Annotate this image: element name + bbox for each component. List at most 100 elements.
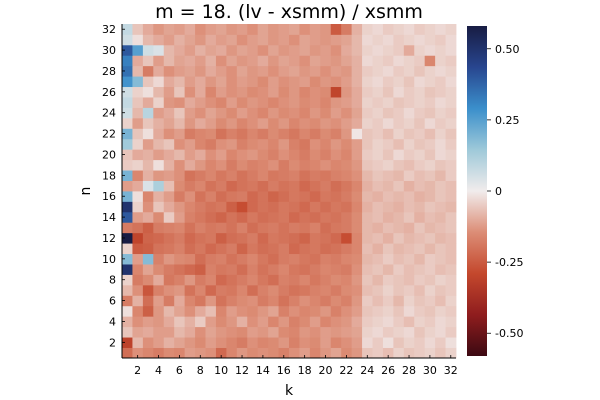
- heatmap-cell: [289, 243, 300, 255]
- heatmap-cell: [142, 76, 154, 88]
- heatmap-cell: [309, 337, 321, 348]
- heatmap-cell: [153, 138, 165, 150]
- heatmap-cell: [215, 117, 227, 129]
- heatmap-cell: [362, 295, 373, 307]
- heatmap-cell: [362, 107, 373, 119]
- heatmap-cell: [174, 337, 186, 348]
- heatmap-cell: [184, 128, 196, 140]
- heatmap-cell: [414, 347, 426, 359]
- heatmap-cell: [414, 284, 426, 296]
- heatmap-cell: [153, 97, 165, 108]
- heatmap-cell: [403, 149, 415, 161]
- heatmap-cell: [163, 211, 175, 223]
- heatmap-cell: [299, 316, 311, 328]
- heatmap-cell: [309, 264, 321, 275]
- heatmap-cell: [289, 97, 300, 108]
- heatmap-cell: [289, 347, 300, 359]
- heatmap-cell: [122, 117, 133, 129]
- heatmap-cell: [424, 34, 436, 46]
- heatmap-cell: [424, 76, 436, 88]
- heatmap-cell: [268, 149, 279, 161]
- heatmap-cell: [445, 305, 457, 317]
- heatmap-cell: [435, 316, 446, 328]
- heatmap-cell: [330, 274, 342, 286]
- heatmap-cell: [372, 117, 384, 129]
- heatmap-cell: [372, 128, 384, 140]
- heatmap-cell: [205, 117, 217, 129]
- heatmap-cell: [132, 326, 144, 338]
- heatmap-cell: [236, 295, 248, 307]
- heatmap-cell: [236, 117, 248, 129]
- heatmap-cell: [289, 191, 300, 202]
- heatmap-cell: [330, 305, 342, 317]
- heatmap-cell: [142, 55, 154, 67]
- heatmap-cell: [299, 305, 311, 317]
- heatmap-cell: [278, 76, 290, 88]
- heatmap-cell: [278, 243, 290, 255]
- x-tick-label: 6: [176, 364, 183, 377]
- heatmap-cell: [351, 65, 363, 77]
- heatmap-cell: [247, 243, 259, 255]
- heatmap-cell: [268, 34, 279, 46]
- x-axis-label: k: [285, 383, 294, 399]
- heatmap-cell: [205, 138, 217, 150]
- heatmap-cell: [309, 222, 321, 234]
- heatmap-cell: [445, 316, 457, 328]
- heatmap-cell: [184, 117, 196, 129]
- x-tick-label: 16: [277, 364, 291, 377]
- heatmap-cell: [362, 138, 373, 150]
- heatmap-cell: [403, 55, 415, 67]
- heatmap-cell: [184, 232, 196, 244]
- heatmap-cell: [382, 44, 394, 56]
- heatmap-cell: [153, 211, 165, 223]
- heatmap-cell: [341, 264, 353, 275]
- heatmap-cell: [236, 65, 248, 77]
- heatmap-cell: [289, 337, 300, 348]
- heatmap-cell: [362, 232, 373, 244]
- heatmap-cell: [382, 337, 394, 348]
- heatmap-cell: [435, 34, 446, 46]
- heatmap-cell: [424, 305, 436, 317]
- heatmap-cell: [320, 34, 332, 46]
- y-tick-label: 12: [102, 232, 116, 245]
- heatmap-cell: [278, 86, 290, 98]
- heatmap-cell: [247, 44, 259, 56]
- heatmap-cell: [299, 55, 311, 67]
- heatmap-cell: [309, 326, 321, 338]
- heatmap-cell: [362, 305, 373, 317]
- heatmap-cell: [257, 326, 269, 338]
- colorbar-tick-label: -0.25: [495, 256, 523, 269]
- heatmap-cell: [226, 274, 238, 286]
- x-tick-label: 10: [214, 364, 228, 377]
- x-tick-label: 30: [423, 364, 437, 377]
- heatmap-cell: [163, 44, 175, 56]
- heatmap-cell: [351, 274, 363, 286]
- heatmap-cell: [195, 326, 206, 338]
- heatmap-cell: [268, 243, 279, 255]
- heatmap-cell: [132, 191, 144, 202]
- heatmap-cell: [309, 347, 321, 359]
- heatmap-cell: [132, 76, 144, 88]
- heatmap-cell: [351, 347, 363, 359]
- heatmap-cell: [341, 305, 353, 317]
- heatmap-cell: [184, 44, 196, 56]
- heatmap-cell: [351, 232, 363, 244]
- heatmap-cell: [299, 138, 311, 150]
- heatmap-cell: [122, 253, 133, 265]
- heatmap-cell: [445, 180, 457, 192]
- heatmap-cell: [403, 86, 415, 98]
- heatmap-cell: [268, 347, 279, 359]
- colorbar-tick-label: 0.25: [495, 114, 520, 127]
- heatmap-cell: [278, 65, 290, 77]
- heatmap-cell: [226, 201, 238, 213]
- heatmap-cell: [142, 117, 154, 129]
- heatmap-cell: [403, 347, 415, 359]
- heatmap-cell: [424, 243, 436, 255]
- heatmap-cell: [435, 76, 446, 88]
- heatmap-cell: [268, 274, 279, 286]
- heatmap-cell: [299, 86, 311, 98]
- heatmap-cell: [142, 86, 154, 98]
- heatmap-cell: [382, 76, 394, 88]
- heatmap-cell: [122, 180, 133, 192]
- heatmap-cell: [320, 264, 332, 275]
